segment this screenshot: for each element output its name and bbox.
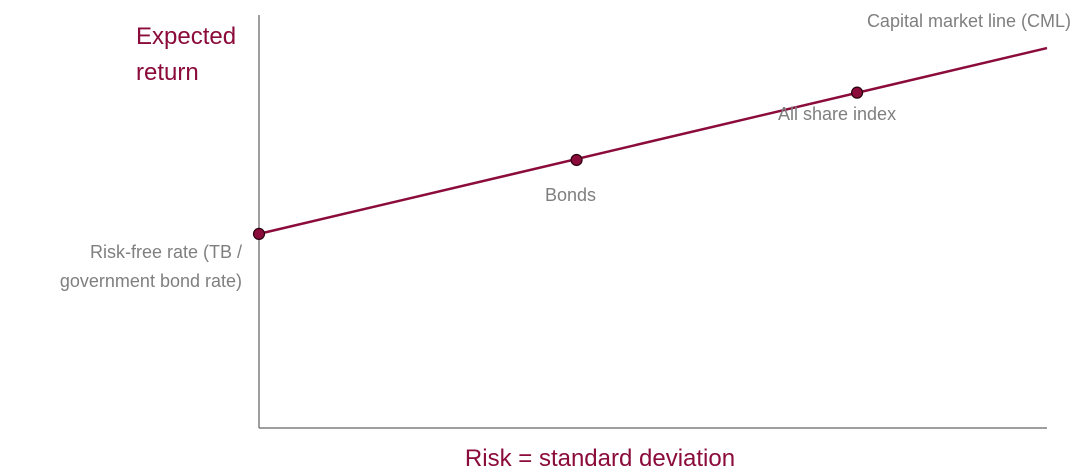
- data-point-risk-free: [252, 227, 266, 240]
- point-label-bonds: Bonds: [545, 185, 596, 205]
- point-label-risk-free-line-2: government bond rate): [60, 271, 242, 291]
- y-axis-label-line-1: Expected: [136, 23, 236, 50]
- point-label-all-share-index: All share index: [778, 104, 896, 124]
- series-line-cml: [258, 46, 1048, 236]
- data-point-all-share-index: [850, 86, 864, 99]
- series-label-cml: Capital market line (CML): [867, 11, 1071, 31]
- chart-marks: [252, 46, 1048, 240]
- point-label-risk-free-line-1: Risk-free rate (TB /: [90, 242, 242, 262]
- y-axis-label-line-2: return: [136, 59, 199, 86]
- x-axis-label: Risk = standard deviation: [465, 445, 735, 472]
- data-point-bonds: [570, 153, 583, 167]
